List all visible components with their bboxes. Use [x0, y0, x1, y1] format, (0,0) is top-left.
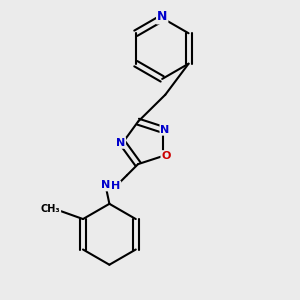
Text: N: N — [160, 125, 170, 135]
Text: N: N — [116, 138, 125, 148]
Text: N: N — [157, 11, 167, 23]
Text: O: O — [161, 151, 171, 161]
Text: CH₃: CH₃ — [41, 204, 60, 214]
Text: H: H — [111, 182, 120, 191]
Text: N: N — [101, 181, 110, 190]
